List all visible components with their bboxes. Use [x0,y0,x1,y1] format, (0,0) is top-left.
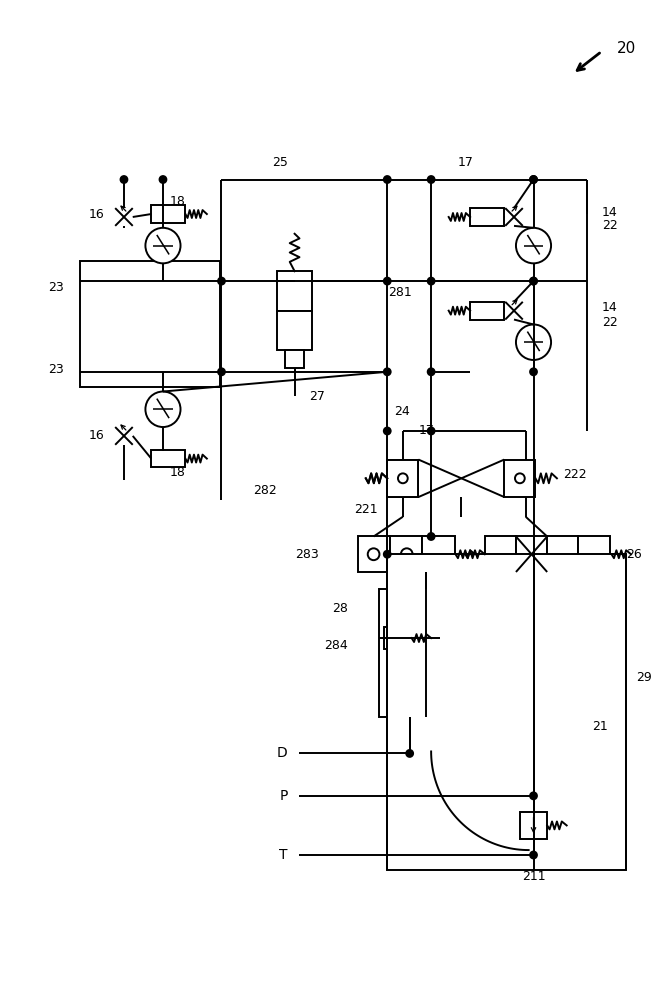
Text: 22: 22 [602,316,618,329]
Bar [422,536,455,572]
Circle shape [530,278,537,285]
Circle shape [406,750,413,757]
Bar [277,271,312,311]
Bar [379,589,440,717]
Bar [277,311,312,350]
Text: 23: 23 [48,281,64,294]
Circle shape [384,278,391,285]
Text: 28: 28 [332,602,348,615]
Text: 24: 24 [394,405,410,418]
Circle shape [428,533,434,540]
Circle shape [401,548,412,560]
Bar [390,536,422,572]
Bar [387,460,418,497]
Bar [520,812,547,839]
Text: 16: 16 [89,208,105,221]
Circle shape [160,176,166,183]
Circle shape [384,428,391,434]
Text: 14: 14 [602,301,618,314]
Text: 17: 17 [457,156,473,169]
Bar [470,302,504,320]
Text: 29: 29 [636,671,651,684]
Circle shape [428,428,434,434]
Circle shape [368,548,379,560]
Circle shape [384,368,391,375]
Text: 14: 14 [602,206,618,219]
Circle shape [530,792,537,799]
Circle shape [428,368,434,375]
Bar [516,536,547,572]
Text: 222: 222 [563,468,587,481]
Circle shape [384,551,391,558]
Circle shape [402,473,412,483]
Circle shape [515,473,525,483]
Bar [385,627,412,649]
Text: 221: 221 [354,503,377,516]
Text: 20: 20 [616,41,636,56]
Circle shape [218,278,225,285]
Circle shape [398,473,408,483]
Circle shape [384,176,391,183]
Text: 211: 211 [522,870,545,883]
Circle shape [516,228,551,263]
Bar [80,261,220,387]
Text: 18: 18 [169,195,185,208]
Circle shape [120,176,127,183]
Circle shape [530,368,537,375]
Text: 26: 26 [626,548,642,561]
Bar [547,536,579,572]
Circle shape [428,278,434,285]
Bar [285,350,305,368]
Text: 27: 27 [309,390,325,403]
Text: 284: 284 [324,639,348,652]
Bar [470,208,504,226]
Circle shape [146,392,181,427]
Bar [485,536,516,572]
Circle shape [530,278,537,285]
Text: 23: 23 [48,363,64,376]
Circle shape [516,324,551,360]
Text: 18: 18 [169,466,185,479]
Bar [579,536,610,572]
Text: P: P [279,789,288,803]
Bar [151,205,185,223]
Circle shape [530,176,537,183]
Bar [387,460,418,497]
Bar [358,536,390,572]
Text: 281: 281 [388,286,412,299]
Text: 282: 282 [254,484,277,497]
Circle shape [428,176,434,183]
Circle shape [146,228,181,263]
Bar [387,554,626,870]
Bar [504,460,536,497]
Circle shape [530,176,537,183]
Text: T: T [279,848,288,862]
Circle shape [530,852,537,858]
Text: 21: 21 [592,720,608,733]
Text: 25: 25 [272,156,288,169]
Text: 22: 22 [602,219,618,232]
Bar [151,450,185,467]
Text: 16: 16 [89,429,105,442]
Text: 17: 17 [418,424,434,437]
Circle shape [218,368,225,375]
Circle shape [423,585,430,592]
Text: D: D [277,746,288,760]
Text: 283: 283 [295,548,319,561]
